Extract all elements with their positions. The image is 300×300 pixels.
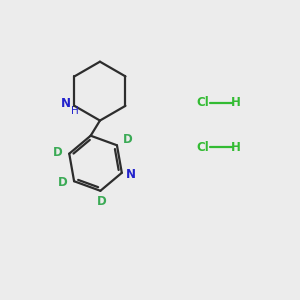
Text: D: D: [53, 146, 63, 159]
Text: D: D: [97, 196, 107, 208]
Text: N: N: [126, 168, 136, 181]
Text: H: H: [230, 141, 240, 154]
Text: H: H: [230, 96, 240, 110]
Text: N: N: [61, 97, 71, 110]
Text: D: D: [123, 133, 133, 146]
Text: Cl: Cl: [196, 141, 209, 154]
Text: Cl: Cl: [196, 96, 209, 110]
Text: D: D: [58, 176, 68, 189]
Text: H: H: [70, 106, 78, 116]
